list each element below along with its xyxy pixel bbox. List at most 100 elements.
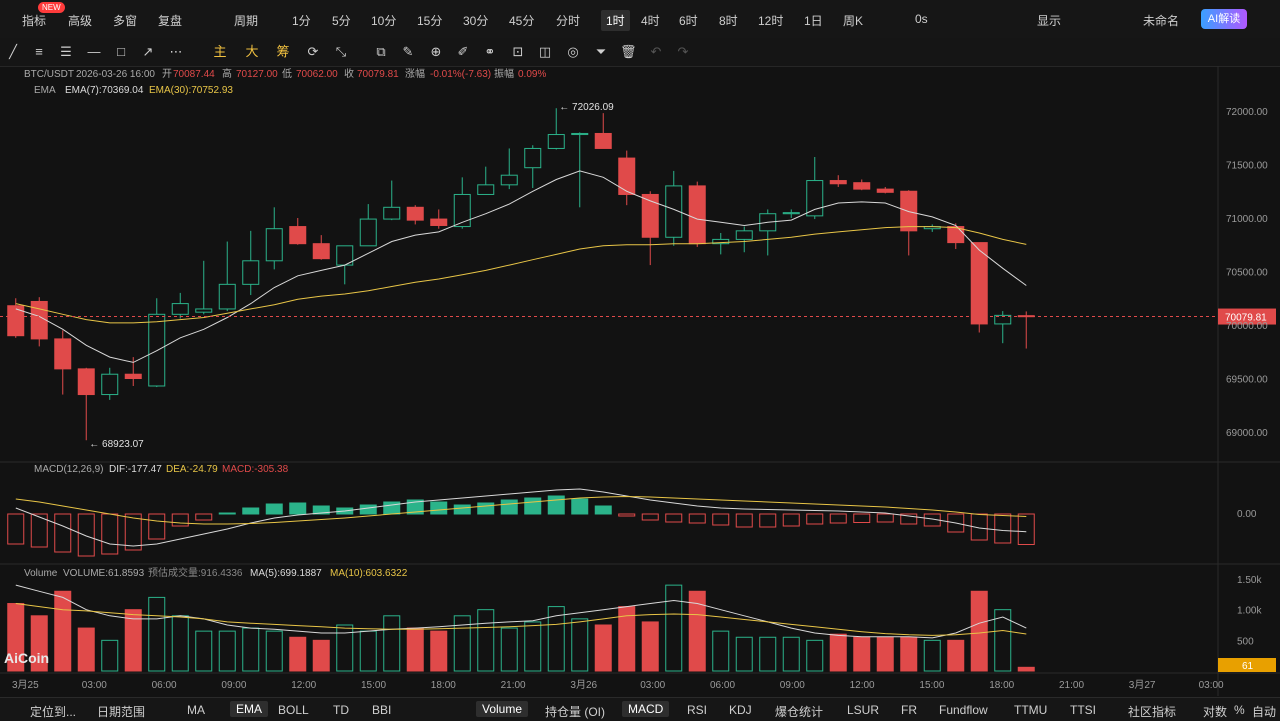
indicator-tab-5[interactable]: TD — [333, 703, 349, 717]
channel-tool-icon[interactable]: ☰ — [60, 44, 72, 59]
indicator-tab-16[interactable]: TTMU — [1014, 703, 1048, 717]
candle-body — [853, 182, 871, 190]
topbar-item-21[interactable]: 未命名 — [1143, 14, 1180, 28]
ai-interpret-button[interactable]: AI解读 — [1201, 9, 1247, 29]
indicator-tab-18[interactable]: 社区指标 — [1128, 705, 1177, 719]
magnet-icon[interactable]: ⊕ — [430, 44, 442, 59]
indicator-tab-3[interactable]: EMA — [230, 701, 269, 717]
macd-bar — [618, 513, 636, 517]
indicator-tab-0[interactable]: 定位到... — [30, 705, 77, 719]
candle-body — [547, 134, 565, 149]
large-order-tool[interactable]: 大 — [245, 44, 259, 59]
topbar-item-12[interactable]: 1时 — [601, 10, 630, 31]
line-tool-icon[interactable]: ╱ — [9, 44, 17, 59]
candle-body — [289, 226, 307, 245]
macd-bar — [312, 505, 330, 515]
volume-bar — [359, 630, 377, 672]
candle-body — [7, 305, 25, 337]
arrow-tool-icon[interactable]: ↗ — [142, 44, 154, 59]
topbar-item-7[interactable]: 10分 — [371, 14, 397, 28]
indicator-tab-2[interactable]: MA — [187, 703, 205, 717]
link-icon[interactable]: ⚭ — [484, 44, 496, 59]
volume-bar — [947, 639, 965, 672]
indicator-tab-13[interactable]: LSUR — [847, 703, 880, 717]
indicator-tab-4[interactable]: BOLL — [278, 703, 309, 717]
volume-bar — [571, 618, 589, 672]
topbar-item-17[interactable]: 1日 — [804, 14, 823, 28]
indicator-tab-14[interactable]: FR — [901, 703, 917, 717]
volume-bar — [876, 636, 894, 672]
candle-body — [735, 230, 753, 240]
macd-bar — [453, 504, 471, 515]
volume-bar — [900, 636, 918, 672]
topbar-item-2[interactable]: 多窗 — [113, 14, 138, 28]
more-tools-icon[interactable]: ⋯ — [169, 44, 183, 59]
chip-tool[interactable]: 筹 — [276, 44, 290, 59]
indicator-tab-11[interactable]: KDJ — [729, 703, 752, 717]
indicator-tab-10[interactable]: RSI — [687, 703, 708, 717]
indicator-tab-21[interactable]: 自动 — [1252, 705, 1277, 719]
topbar-item-10[interactable]: 45分 — [509, 14, 535, 28]
pen-icon[interactable]: ✎ — [402, 44, 414, 59]
indicator-tab-7[interactable]: Volume — [476, 701, 529, 717]
time-tick-label: 03:00 — [1199, 680, 1224, 691]
indicator-tab-8[interactable]: 持仓量 (OI) — [545, 705, 605, 719]
topbar-item-6[interactable]: 5分 — [332, 14, 351, 28]
measure-icon[interactable]: ⤡ — [335, 44, 347, 59]
filter-icon[interactable]: ⏷ — [595, 44, 607, 59]
high-value: 70127.00 — [236, 69, 278, 80]
indicator-tab-9[interactable]: MACD — [622, 701, 670, 717]
topbar-item-9[interactable]: 30分 — [463, 14, 489, 28]
trash-icon[interactable]: 🗑 — [620, 44, 637, 59]
macd-bar — [7, 513, 25, 545]
copy-icon[interactable]: ⧉ — [376, 44, 386, 59]
time-tick-label: 09:00 — [221, 680, 246, 691]
brush-icon[interactable]: ✐ — [457, 44, 469, 59]
rect-tool-icon[interactable]: □ — [117, 44, 125, 59]
topbar-item-15[interactable]: 8时 — [719, 14, 738, 28]
volume-bar — [829, 633, 847, 672]
indicator-tab-15[interactable]: Fundflow — [939, 703, 988, 717]
topbar-item-0[interactable]: 指标 — [22, 14, 47, 28]
undo-icon[interactable]: ↶ — [650, 44, 662, 59]
indicator-tab-12[interactable]: 爆仓统计 — [775, 705, 824, 719]
topbar-item-1[interactable]: 高级 — [68, 14, 93, 28]
topbar-item-14[interactable]: 6时 — [679, 14, 698, 28]
candle-body — [77, 368, 95, 396]
indicator-tab-19[interactable]: 对数 — [1203, 705, 1228, 719]
volume-bar — [7, 603, 25, 672]
kline-chart[interactable]: 70079.81 ← 72026.09 ← 68923.07 61 72000.00… — [0, 66, 1280, 696]
topbar-item-16[interactable]: 12时 — [758, 14, 784, 28]
hide-icon[interactable]: ◫ — [538, 44, 552, 59]
est-volume-value: 预估成交量:916.4336 — [148, 566, 243, 579]
indicator-tab-17[interactable]: TTSI — [1070, 703, 1096, 717]
topbar-item-8[interactable]: 15分 — [417, 14, 443, 28]
change-label: 涨幅 — [405, 67, 425, 80]
topbar-item-13[interactable]: 4时 — [641, 14, 660, 28]
volume-bar — [242, 627, 260, 672]
main-force-tool[interactable]: 主 — [213, 44, 227, 59]
indicator-tab-1[interactable]: 日期范围 — [97, 705, 146, 719]
time-tick-label: 18:00 — [989, 680, 1014, 691]
topbar-item-5[interactable]: 1分 — [292, 14, 311, 28]
topbar-item-3[interactable]: 复盘 — [158, 14, 183, 28]
high-marker: ← 72026.09 — [559, 102, 614, 113]
topbar-item-19[interactable]: 0s — [915, 12, 928, 26]
macd-bar — [759, 513, 777, 528]
ray-tool-icon[interactable]: — — [87, 44, 101, 59]
redo-icon[interactable]: ↷ — [677, 44, 689, 59]
layers-icon[interactable]: ◎ — [567, 44, 579, 59]
indicator-tab-20[interactable]: % — [1234, 703, 1245, 717]
candle-body — [101, 373, 119, 396]
new-badge: NEW — [38, 2, 65, 13]
time-tick-label: 18:00 — [431, 680, 456, 691]
topbar-item-18[interactable]: 周K — [843, 14, 864, 28]
volume-bar — [735, 636, 753, 672]
indicator-tab-6[interactable]: BBI — [372, 703, 392, 717]
topbar-item-4[interactable]: 周期 — [234, 14, 259, 28]
topbar-item-11[interactable]: 分时 — [556, 14, 581, 28]
topbar-item-20[interactable]: 显示 — [1037, 14, 1062, 28]
sync-icon[interactable]: ⟳ — [307, 44, 319, 59]
lock-icon[interactable]: ⊡ — [512, 44, 524, 59]
hline-tool-icon[interactable]: ≡ — [35, 44, 43, 59]
